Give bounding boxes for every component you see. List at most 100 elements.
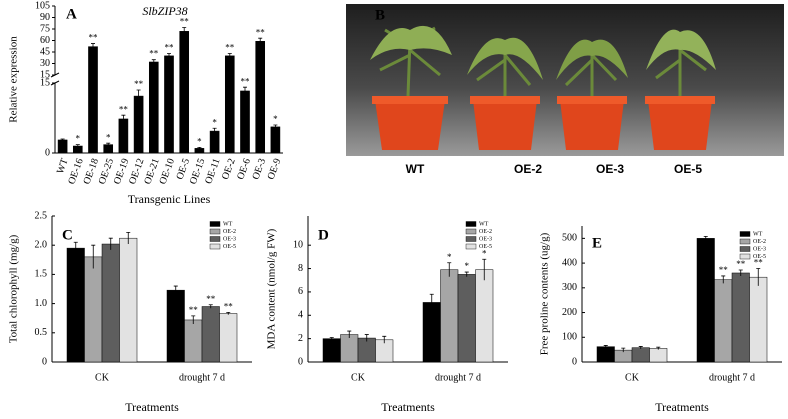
y-axis-label: MDA content (nmol/g FW) — [266, 228, 278, 349]
error-bar — [347, 330, 352, 339]
error-bar — [364, 334, 369, 342]
significance-label: ** — [189, 305, 199, 315]
significance-label: * — [447, 252, 452, 262]
significance-label: ** — [149, 49, 159, 59]
y-tick-label: 0.5 — [35, 327, 48, 338]
bar — [596, 346, 615, 363]
photo — [346, 4, 784, 156]
legend-swatch — [739, 231, 751, 237]
significance-label: * — [482, 248, 487, 258]
y-tick-label: 0 — [42, 356, 47, 367]
significance-label: ** — [224, 301, 234, 311]
significance-label: ** — [736, 259, 746, 269]
y-axis-label: Free proline contents (ug/g) — [539, 232, 551, 355]
legend-swatch — [209, 221, 221, 227]
bar — [440, 269, 459, 363]
error-bar — [447, 262, 452, 277]
y-tick-label: 2.5 — [35, 210, 48, 221]
legend-swatch — [209, 228, 221, 235]
error-bar — [738, 269, 743, 276]
legend-label: WT — [223, 221, 233, 227]
bar — [422, 302, 441, 363]
error-bar — [136, 89, 141, 103]
bar — [649, 348, 668, 363]
bar — [731, 272, 750, 363]
x-tick-label: OE-9 — [266, 157, 284, 181]
plant — [467, 37, 543, 150]
significance-label: ** — [754, 258, 764, 268]
error-bar — [167, 53, 171, 59]
bar — [219, 313, 238, 363]
bar — [119, 237, 138, 363]
error-bar — [191, 315, 196, 325]
legend-label: OE-3 — [753, 246, 766, 252]
y-tick-label: 6 — [298, 286, 303, 297]
y-tick-label: 500 — [562, 233, 577, 244]
error-bar — [482, 258, 487, 281]
legend-swatch — [739, 246, 751, 252]
legend-swatch — [739, 238, 751, 245]
x-axis-label: Treatments — [655, 400, 709, 414]
bar — [240, 90, 250, 154]
y-tick-label: 0 — [45, 147, 50, 158]
significance-label: * — [212, 117, 217, 127]
plant-label: WT — [406, 162, 425, 176]
bar — [475, 269, 494, 363]
significance-label: ** — [89, 33, 99, 43]
error-bar — [258, 37, 263, 45]
plant-label: OE-2 — [514, 162, 542, 176]
x-axis-label: Transgenic Lines — [128, 192, 211, 206]
bar — [66, 247, 85, 363]
panel-letter: E — [592, 235, 602, 251]
panel-letter: C — [62, 227, 73, 243]
significance-label: * — [76, 134, 81, 144]
plant — [556, 39, 628, 150]
bar — [84, 256, 103, 363]
legend-label: WT — [753, 231, 763, 237]
bar — [118, 118, 129, 154]
bar — [88, 46, 98, 154]
legend-label: OE-3 — [479, 236, 492, 242]
error-bar — [273, 124, 278, 129]
y-tick-label: 4 — [298, 310, 303, 321]
bar — [133, 95, 144, 154]
significance-label: ** — [241, 76, 251, 86]
legend-swatch — [465, 243, 477, 250]
bar — [714, 279, 733, 363]
error-bar — [197, 147, 202, 150]
x-tick-label: drought 7 d — [709, 372, 755, 383]
bar — [270, 126, 281, 154]
chart-title: SlbZIP38 — [142, 4, 187, 18]
bar — [166, 289, 185, 363]
y-tick-label: 15 — [40, 77, 50, 88]
y-tick-label: 2.0 — [35, 239, 48, 250]
error-bar — [656, 346, 661, 350]
y-tick-label: 0 — [298, 356, 303, 367]
panel-letter: D — [318, 227, 329, 243]
error-bar — [108, 237, 113, 250]
legend-label: OE-2 — [479, 229, 492, 235]
bar — [631, 347, 650, 363]
significance-label: ** — [134, 79, 144, 89]
error-bar — [60, 138, 65, 141]
legend-swatch — [209, 236, 221, 242]
bar — [457, 274, 476, 363]
y-tick-label: 300 — [562, 282, 577, 293]
bar — [322, 338, 341, 363]
y-tick-label: 75 — [40, 23, 50, 34]
x-axis-label: Treatments — [381, 400, 435, 414]
significance-label: ** — [165, 43, 175, 53]
legend-label: OE-2 — [223, 229, 236, 235]
error-bar — [226, 311, 231, 315]
legend-swatch — [465, 228, 477, 235]
legend-swatch — [209, 243, 221, 250]
y-tick-label: 10 — [293, 239, 303, 250]
error-bar — [382, 335, 387, 344]
y-tick-label: 1.5 — [35, 269, 48, 280]
y-tick-label: 30 — [40, 58, 50, 69]
bar — [357, 337, 376, 363]
bar — [57, 139, 68, 154]
error-bar — [75, 144, 80, 148]
error-bar — [756, 268, 761, 286]
